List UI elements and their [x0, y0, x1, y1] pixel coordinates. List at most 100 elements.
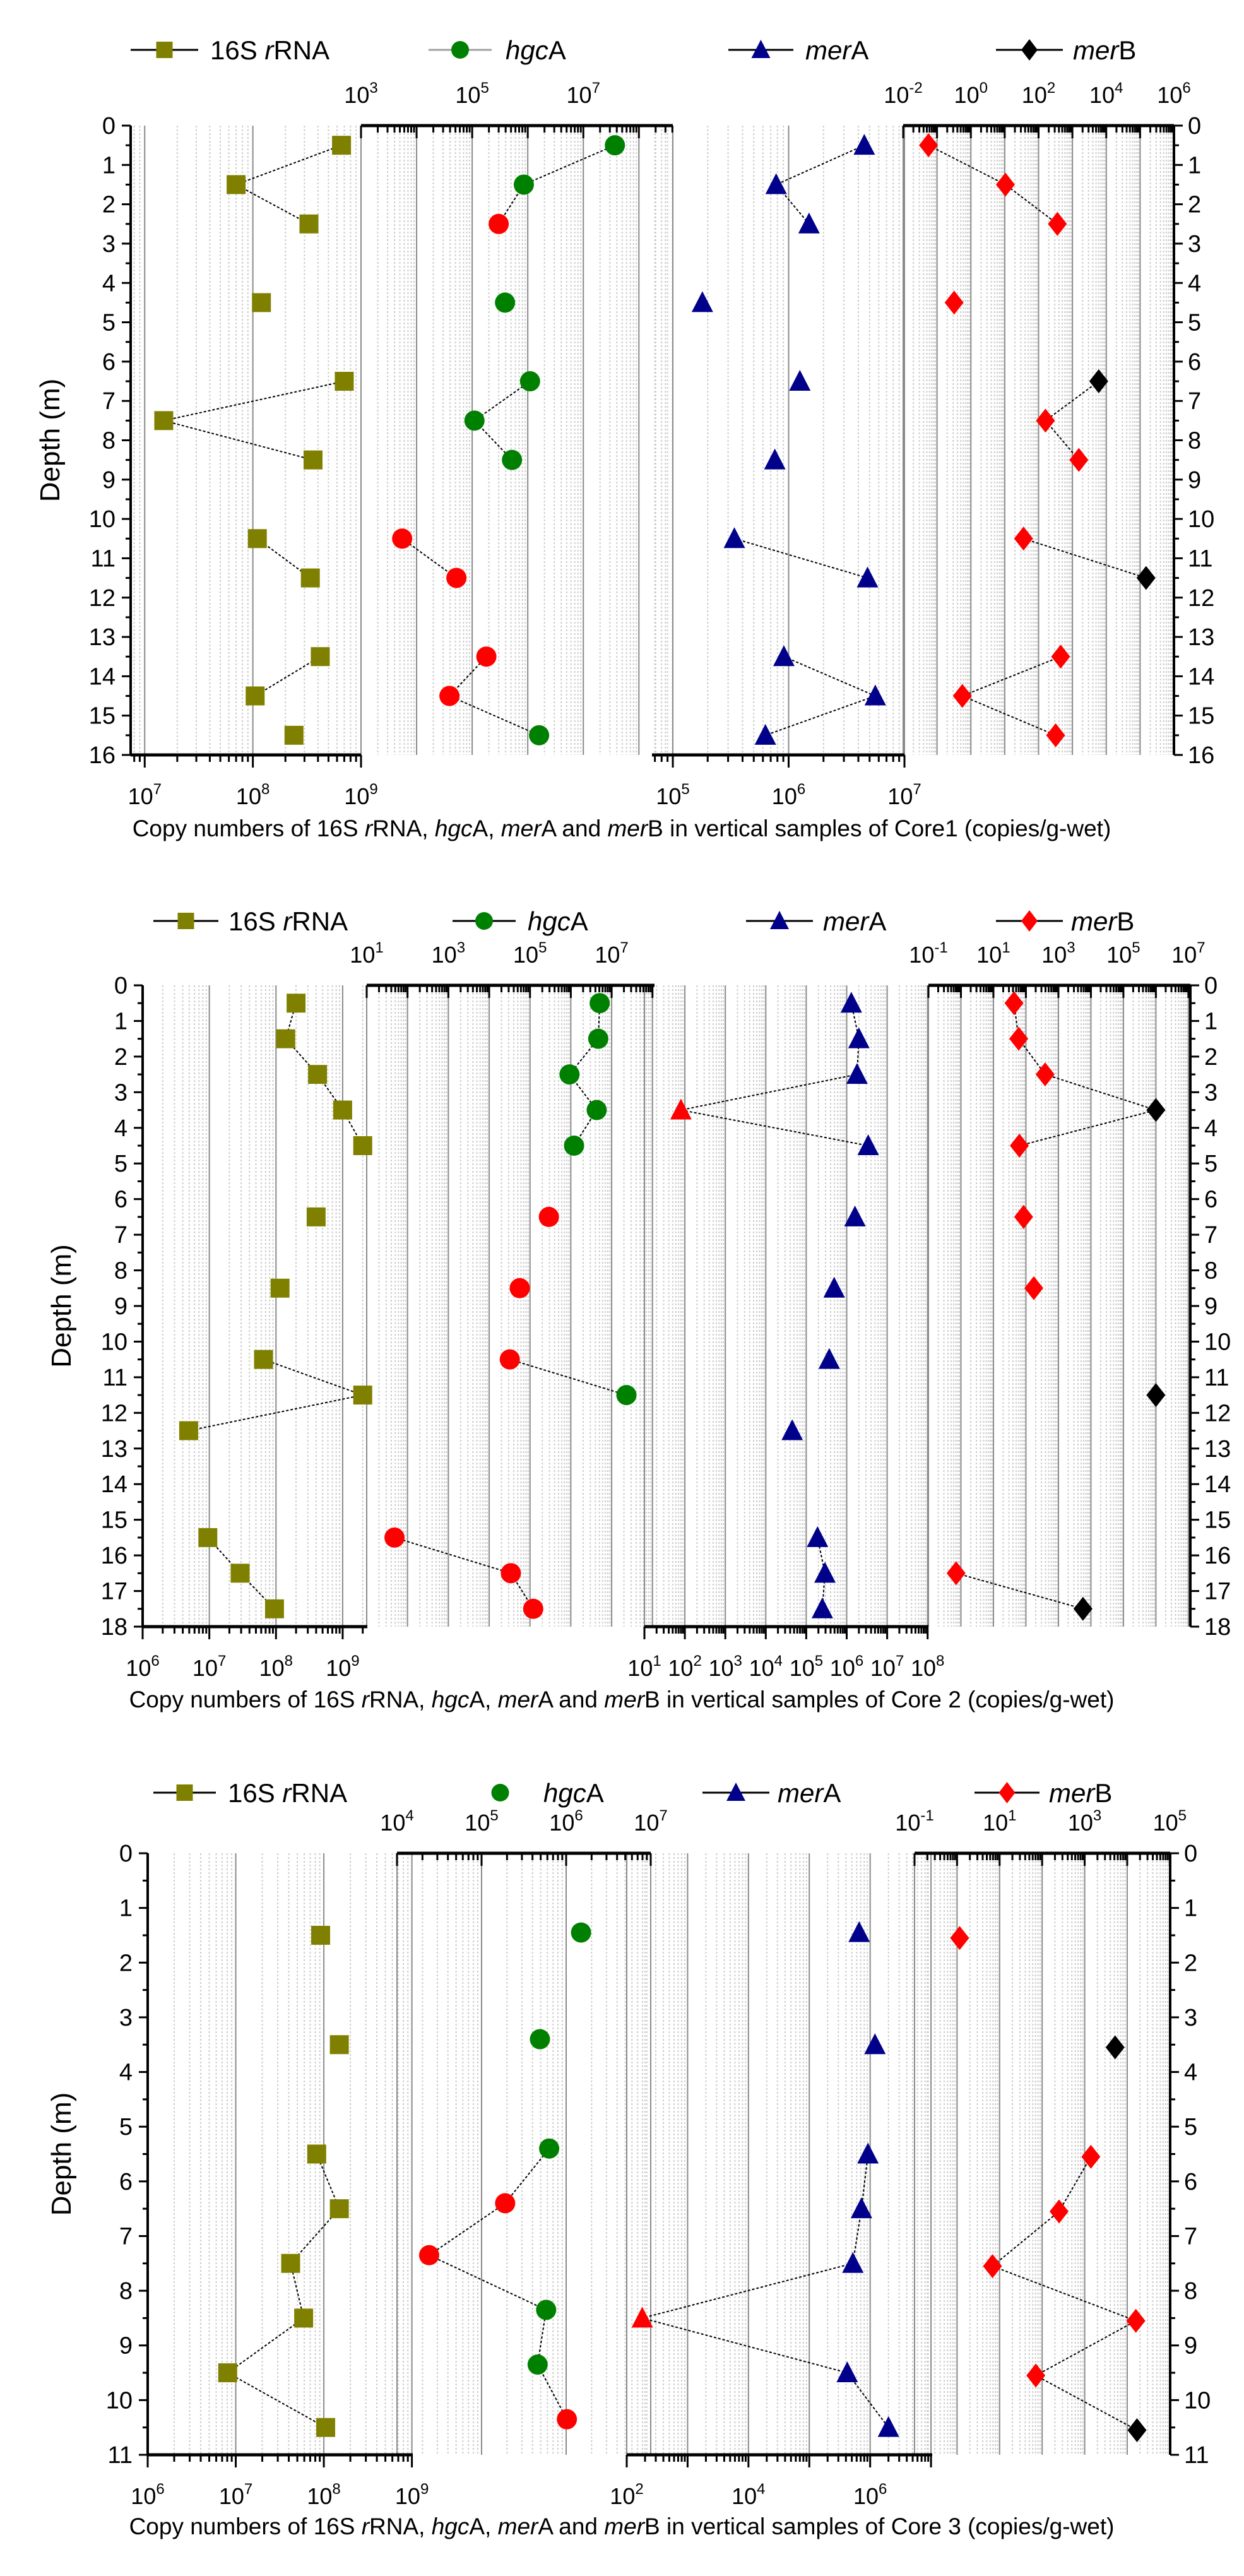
legend-item: merB [996, 906, 1134, 936]
tick-exponent: 8 [332, 2481, 340, 2498]
tick-exponent: 1 [653, 1653, 661, 1670]
tick-exponent: 8 [261, 781, 270, 798]
tick-base: 10 [668, 1655, 693, 1681]
text-span: RNA [273, 35, 329, 65]
x-tick-label: 108 [911, 1653, 944, 1681]
data-point-triangle [844, 1205, 866, 1226]
tick-base: 10 [976, 942, 1002, 968]
legend-item: hgcA [429, 35, 566, 65]
x-tick-label: 106 [1157, 80, 1190, 108]
data-point-circle [446, 567, 467, 588]
x-axis-hgcA: 101 103 105 107 [350, 939, 655, 998]
data-point-circle [495, 292, 516, 313]
left-depth-tick-label: 6 [119, 2169, 133, 2195]
tick-base: 10 [830, 1655, 855, 1681]
text-span: RNA [292, 906, 348, 936]
legend-label: merA [823, 906, 886, 936]
data-point-triangle [764, 448, 786, 470]
series-merB [950, 1926, 1147, 2443]
tick-exponent: 1 [1008, 1807, 1016, 1824]
data-point-diamond [1136, 566, 1156, 590]
legend-label: hgcA [543, 1778, 604, 1808]
data-point-circle [495, 2193, 516, 2214]
tick-exponent: 7 [913, 781, 921, 798]
right-depth-tick-label: 3 [1188, 231, 1201, 258]
legend-marker-diamond [1021, 39, 1038, 61]
x-tick-label: 105 [513, 939, 547, 968]
tick-exponent: 6 [879, 2481, 887, 2498]
tick-exponent: 7 [153, 781, 162, 798]
data-point-diamond [1069, 448, 1089, 472]
data-point-diamond [1046, 723, 1065, 747]
data-point-diamond [1051, 644, 1070, 669]
right-depth-tick-label: 14 [1188, 663, 1214, 690]
text-span: A [823, 1778, 841, 1808]
tick-base: 10 [307, 2483, 332, 2509]
data-point-circle [502, 449, 523, 470]
connector-line [427, 2148, 568, 2420]
connector-line [991, 2156, 1138, 2431]
italic-text: mer [1073, 35, 1120, 65]
right-depth-tick-label: 8 [1188, 428, 1201, 454]
legend-item: merA [746, 906, 886, 936]
data-point-diamond [1146, 1383, 1166, 1408]
legend-label: 16S rRNA [210, 35, 329, 65]
x-tick-label: 107 [1171, 939, 1205, 968]
data-point-diamond [1089, 369, 1108, 394]
legend-marker-triangle [751, 40, 771, 58]
gridlines-hgcA [360, 126, 673, 755]
data-point-square [311, 1925, 331, 1945]
tick-exponent: 6 [855, 1653, 863, 1670]
italic-text: mer [498, 2514, 539, 2539]
italic-text: mer [778, 1778, 824, 1808]
data-point-square [335, 372, 354, 391]
data-point-triangle [864, 684, 886, 706]
data-point-square [218, 2363, 237, 2383]
data-point-square [303, 450, 323, 470]
tick-base: 10 [709, 1655, 734, 1681]
data-point-triangle [864, 2033, 886, 2055]
data-point-circle [529, 725, 550, 745]
data-point-triangle [836, 2361, 858, 2383]
tick-base: 10 [911, 1655, 936, 1681]
x-tick-label: 108 [307, 2481, 340, 2509]
data-point-triangle [814, 1562, 836, 1583]
data-point-diamond [950, 1926, 969, 1950]
italic-text: hgc [506, 35, 548, 65]
left-depth-tick-label: 6 [102, 349, 116, 376]
italic-text: hgc [432, 1687, 470, 1712]
legend-label: 16S rRNA [228, 1778, 347, 1808]
legend-label: merA [778, 1778, 841, 1808]
data-point-diamond [983, 2254, 1002, 2279]
legend-marker-circle [451, 41, 469, 59]
italic-text: mer [498, 1687, 539, 1712]
data-point-square [353, 1386, 372, 1405]
data-point-square [264, 1599, 284, 1618]
italic-text: hgc [528, 906, 571, 936]
connector-line [207, 1537, 275, 1610]
left-depth-tick-label: 12 [89, 585, 116, 612]
x-axis-16S-rRNA: 106 107 108 109 [131, 2453, 429, 2509]
left-depth-tick-label: 5 [102, 310, 116, 336]
right-depth-tick-label: 3 [1184, 2005, 1197, 2031]
series-hgcA [392, 135, 625, 745]
tick-base: 10 [853, 2483, 879, 2509]
right-depth-tick-label: 8 [1204, 1258, 1217, 1285]
right-depth-tick-label: 0 [1188, 113, 1201, 139]
figure-caption: Copy numbers of 16S rRNA, hgcA, merA and… [129, 1687, 1115, 1712]
x-tick-label: 107 [128, 781, 162, 809]
tick-exponent: -1 [920, 1807, 933, 1824]
right-depth-tick-label: 7 [1204, 1222, 1217, 1249]
data-point-diamond [1127, 2418, 1147, 2443]
text-span: A, [473, 816, 501, 841]
x-tick-label: 105 [1106, 939, 1140, 968]
x-axis-merB: 10-2 100 102 104 106 [884, 80, 1191, 138]
tick-base: 10 [344, 783, 369, 809]
text-span: RNA, [372, 816, 435, 841]
tick-base: 10 [610, 2483, 635, 2509]
x-tick-label: 107 [595, 939, 628, 968]
data-point-circle [439, 686, 460, 706]
tick-base: 10 [128, 783, 153, 809]
connector-line [961, 656, 1061, 736]
x-tick-label: 106 [126, 1653, 159, 1681]
